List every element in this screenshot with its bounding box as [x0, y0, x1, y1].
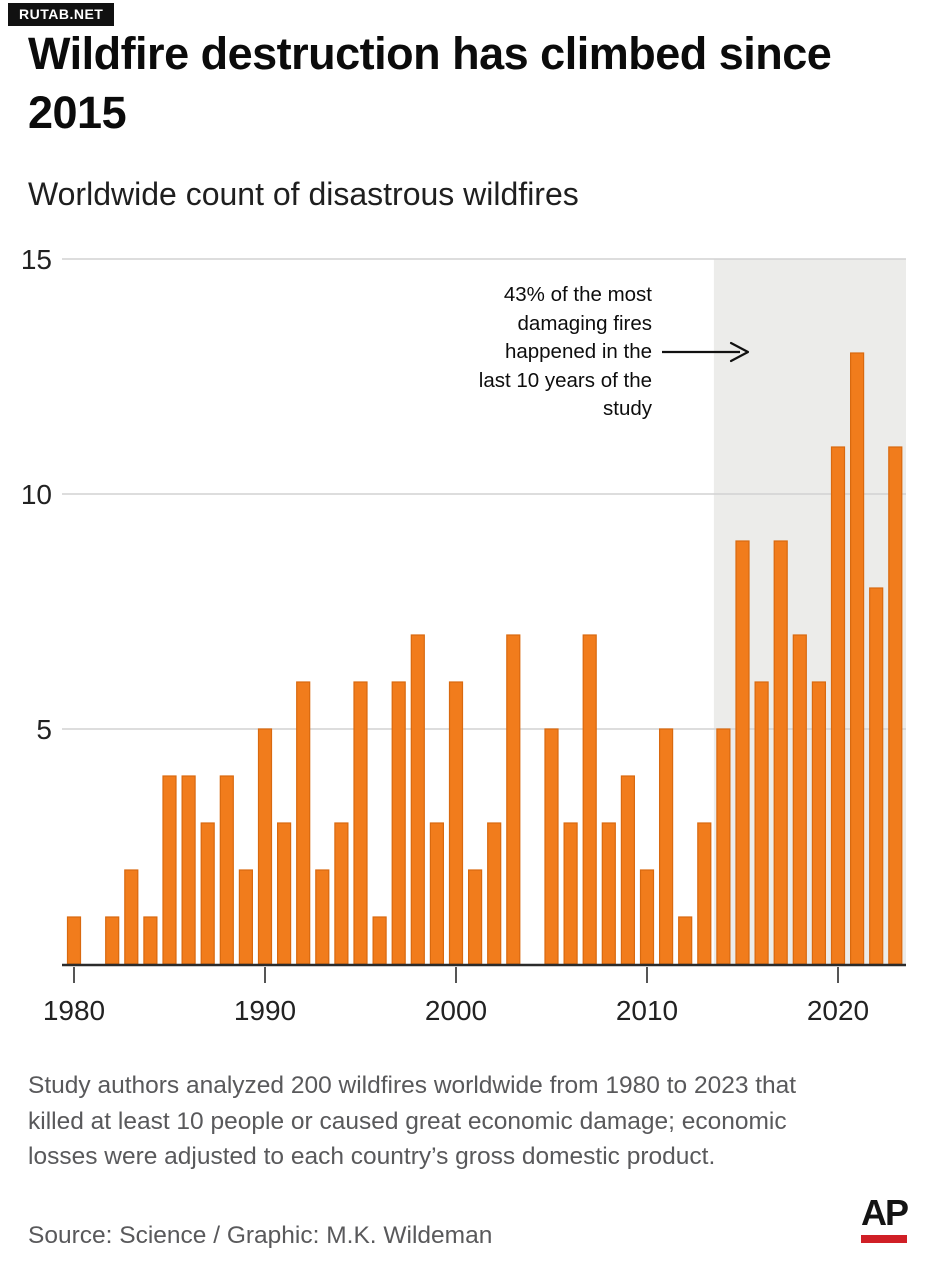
x-axis-label-2010: 2010 [616, 995, 678, 1026]
bar-1998 [410, 634, 425, 965]
bar-2003 [506, 634, 521, 965]
y-axis-label-15: 15 [21, 244, 52, 275]
bar-2011 [658, 728, 674, 965]
bar-1980 [66, 916, 82, 965]
bar-2001 [468, 869, 483, 965]
annotation-line: 43% of the most [503, 283, 652, 306]
x-axis-label-1980: 1980 [43, 995, 105, 1026]
bar-2018 [792, 634, 807, 965]
bar-2022 [869, 587, 884, 965]
x-axis-label-2000: 2000 [425, 995, 487, 1026]
bar-1983 [124, 869, 139, 965]
bar-1987 [200, 822, 215, 965]
bar-2006 [563, 822, 578, 965]
bar-1993 [315, 869, 330, 965]
bar-2014 [716, 728, 731, 965]
bar-1994 [334, 822, 349, 965]
annotation-line: happened in the [504, 340, 652, 363]
bar-2005 [544, 728, 559, 965]
bar-2015 [735, 540, 750, 965]
bar-1991 [277, 822, 292, 965]
bar-2008 [601, 822, 616, 965]
bar-2023 [888, 446, 903, 965]
x-axis-label-1990: 1990 [234, 995, 296, 1026]
bar-2017 [773, 540, 788, 965]
chart-title: Wildfire destruction has climbed since 2… [28, 28, 832, 138]
x-axis-label-2020: 2020 [807, 995, 869, 1026]
bar-2016 [754, 681, 769, 965]
bar-1996 [372, 916, 387, 965]
watermark-badge: RUTAB.NET [8, 3, 115, 26]
ap-logo-red-bar [861, 1235, 907, 1243]
bar-1988 [219, 775, 234, 965]
bar-1990 [257, 728, 273, 965]
y-axis-label-5: 5 [36, 714, 52, 745]
y-axis-label-10: 10 [21, 479, 52, 510]
bar-2010 [639, 869, 655, 965]
wildfire-bar-chart: 5 10 15 1980 1990 2000 2010 2020 [21, 244, 906, 1026]
bar-2000 [448, 681, 464, 965]
bar-2009 [620, 775, 636, 965]
annotation-callout: 43% of the most damaging fires happened … [330, 281, 652, 424]
bar-1999 [429, 822, 444, 965]
bar-1982 [105, 916, 120, 965]
source-credit: Source: Science / Graphic: M.K. Wildeman [28, 1222, 493, 1249]
ap-logo-text: AP [860, 1192, 909, 1233]
bar-1989 [238, 869, 253, 965]
bar-1984 [143, 916, 158, 965]
bar-1992 [296, 681, 311, 965]
bar-1986 [181, 775, 196, 965]
bar-2002 [487, 822, 502, 965]
bar-2021 [849, 352, 865, 965]
bar-2020 [830, 446, 846, 965]
ap-logo: AP [860, 1192, 909, 1243]
annotation-line: damaging fires [517, 311, 652, 335]
chart-subtitle: Worldwide count of disastrous wildfires [28, 176, 579, 212]
bar-1995 [353, 681, 368, 965]
bar-2012 [678, 916, 693, 965]
bar-1985 [162, 775, 177, 965]
annotation-line: last 10 years of the [478, 368, 652, 392]
annotation-arrowhead [729, 341, 750, 363]
annotation-line: study [603, 397, 652, 420]
bar-2013 [697, 822, 712, 965]
watermark-text: RUTAB.NET [19, 6, 104, 22]
bar-2007 [582, 634, 597, 965]
bar-2019 [811, 681, 827, 965]
footer-note: Study authors analyzed 200 wildfires wor… [28, 1072, 797, 1170]
bar-1997 [391, 681, 406, 965]
